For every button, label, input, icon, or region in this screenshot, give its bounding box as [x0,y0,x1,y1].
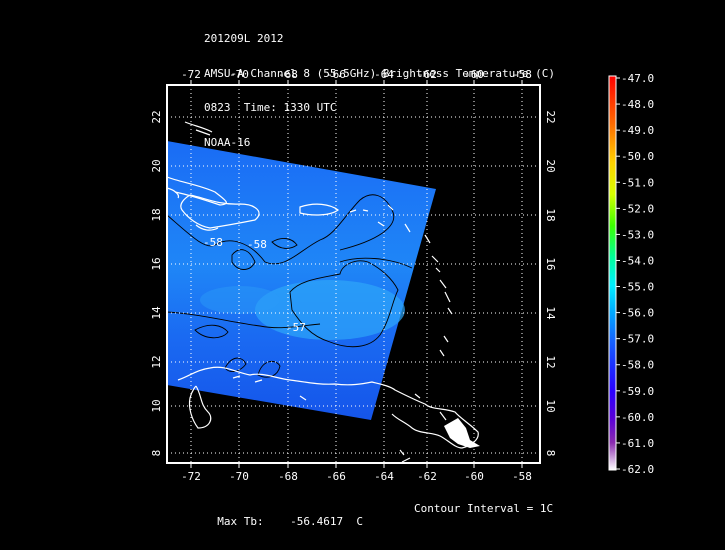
lat-tick: 16 [150,257,163,270]
swath-layer [167,141,436,420]
lat-tick: 10 [544,399,557,412]
max-tb-readout: Max Tb: -56.4617 C [204,502,363,528]
contour-label: -58 [247,238,267,251]
colorbar-label: -55.0 [621,281,654,294]
lon-tick: -58 [512,68,532,81]
lon-tick: -70 [229,470,249,483]
colorbar-label: -53.0 [621,228,654,241]
colorbar-label: -56.0 [621,307,654,320]
colorbar-label: -54.0 [621,254,654,267]
lat-tick: 14 [544,306,557,320]
colorbar-label: -62.0 [621,463,654,476]
colorbar [609,76,616,470]
lon-tick: -68 [278,470,298,483]
lat-tick: 20 [544,159,557,172]
warm-patch [200,286,280,314]
lon-tick: -72 [181,68,201,81]
lat-tick: 8 [150,450,163,457]
lat-tick: 22 [544,110,557,123]
max-tb-value: -56.4617 [290,515,343,528]
lat-tick: 12 [544,355,557,368]
colorbar-label: -50.0 [621,150,654,163]
colorbar-label: -60.0 [621,411,654,424]
contour-interval: Contour Interval = 1C [414,502,553,515]
lon-tick: -68 [278,68,298,81]
lon-tick: -58 [512,470,532,483]
lat-tick: 8 [544,450,557,457]
land-fill-trinidad [444,418,480,448]
colorbar-label: -57.0 [621,333,654,346]
colorbar-label: -48.0 [621,98,654,111]
lat-ticks-left: 8 10 12 14 16 18 20 22 [150,110,163,456]
lon-ticks-top: -72 -70 -68 -66 -64 -62 -60 -58 [181,68,532,81]
max-tb-label: Max Tb: [217,515,263,528]
contour-label: -57 [286,321,306,334]
lon-tick: -60 [464,68,484,81]
colorbar-labels: -47.0 -48.0 -49.0 -50.0 -51.0 -52.0 -53.0 -54.0… [616,72,654,476]
coastline-maracaibo [189,386,210,428]
max-tb-unit: C [356,515,363,528]
lat-tick: 14 [150,306,163,320]
lon-tick: -64 [374,470,394,483]
lon-ticks-bottom: -72 -70 -68 -66 -64 -62 -60 -58 [181,470,532,483]
lon-tick: -70 [229,68,249,81]
lon-tick: -62 [417,68,437,81]
lat-tick: 10 [150,399,163,412]
lat-tick: 20 [150,159,163,172]
lat-tick: 18 [150,208,163,221]
lat-tick: 12 [150,355,163,368]
lat-tick: 22 [150,110,163,123]
colorbar-label: -51.0 [621,176,654,189]
lon-tick: -72 [181,470,201,483]
coastline-cuba [185,122,212,135]
brightness-swath [167,141,436,420]
lat-tick: 18 [544,208,557,221]
lat-tick: 16 [544,257,557,270]
colorbar-label: -61.0 [621,437,654,450]
colorbar-label: -49.0 [621,124,654,137]
lon-tick: -60 [464,470,484,483]
colorbar-label: -52.0 [621,202,654,215]
contour-label: -58 [203,236,223,249]
lon-tick: -66 [326,470,346,483]
lon-tick: -62 [417,470,437,483]
lon-tick: -64 [374,68,394,81]
lat-ticks-right: 8 10 12 14 16 18 20 22 [544,110,557,456]
lon-tick: -66 [326,68,346,81]
colorbar-label: -59.0 [621,385,654,398]
colorbar-label: -58.0 [621,359,654,372]
colorbar-label: -47.0 [621,72,654,85]
